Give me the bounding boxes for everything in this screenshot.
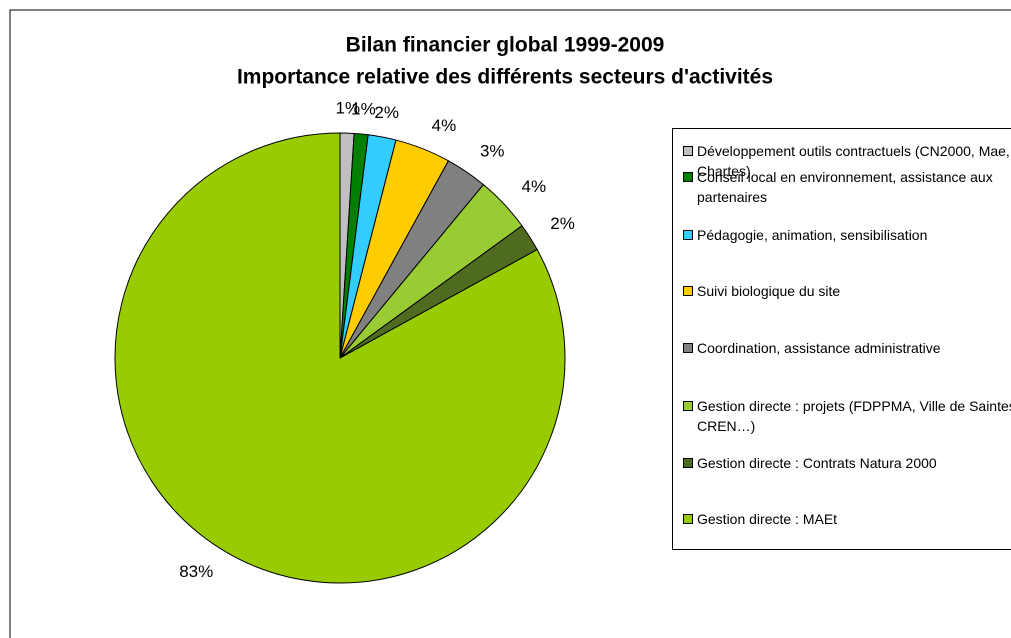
data-label: 2%	[374, 103, 399, 122]
legend-swatch	[683, 172, 693, 182]
legend-swatch	[683, 230, 693, 240]
data-label: 1%	[351, 100, 376, 119]
data-label: 1%	[336, 99, 361, 118]
legend-item: Suivi biologique du site	[683, 281, 1011, 301]
legend-item: Pédagogie, animation, sensibilisation	[683, 225, 1011, 245]
legend-label: Coordination, assistance administrative	[697, 340, 941, 356]
legend-label: Suivi biologique du site	[697, 283, 841, 299]
legend-swatch	[683, 514, 693, 524]
data-label: 83%	[179, 562, 213, 581]
chart-title: Bilan financier global 1999-2009	[346, 34, 665, 57]
data-label: 4%	[522, 177, 547, 196]
chart-subtitle: Importance relative des différents secte…	[237, 66, 773, 89]
pie-slice	[114, 132, 566, 584]
data-label: 2%	[550, 214, 575, 233]
legend-item: Gestion directe : projets (FDPPMA, Ville…	[683, 396, 1011, 436]
legend-label: Pédagogie, animation, sensibilisation	[697, 227, 928, 243]
legend: Développement outils contractuels (CN200…	[672, 128, 1011, 550]
legend-label: Gestion directe : MAEt	[697, 511, 838, 527]
legend-swatch	[683, 401, 693, 411]
legend-label: Conseil local en environnement, assistan…	[697, 169, 993, 205]
legend-swatch	[683, 286, 693, 296]
legend-swatch	[683, 458, 693, 468]
legend-label: Développement outils contractuels (CN200…	[697, 143, 1010, 179]
legend-item: Développement outils contractuels (CN200…	[683, 141, 1011, 181]
legend-item: Gestion directe : MAEt	[683, 509, 1011, 529]
legend-label: Gestion directe : Contrats Natura 2000	[697, 455, 937, 471]
legend-item: Gestion directe : Contrats Natura 2000	[683, 453, 1011, 473]
legend-label: Gestion directe : projets (FDPPMA, Ville…	[697, 398, 1011, 434]
legend-item: Coordination, assistance administrative	[683, 338, 1011, 358]
legend-item: Conseil local en environnement, assistan…	[683, 167, 1011, 207]
data-label: 4%	[432, 116, 457, 135]
legend-swatch	[683, 343, 693, 353]
data-label: 3%	[480, 142, 505, 161]
legend-swatch	[683, 146, 693, 156]
